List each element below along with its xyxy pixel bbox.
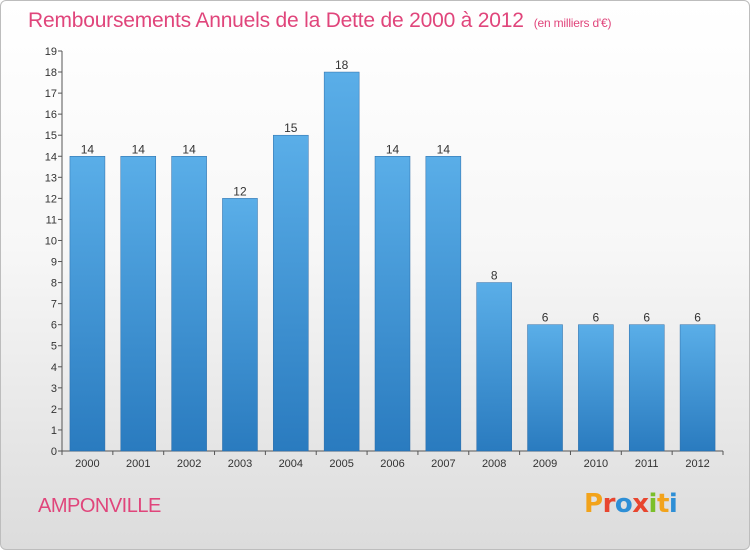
- data-label: 6: [593, 311, 600, 325]
- chart-subtitle: (en milliers d'€): [533, 16, 612, 30]
- bar: [578, 324, 614, 452]
- y-tick-label: 14: [45, 151, 57, 163]
- bar: [69, 156, 106, 452]
- logo-letter: i: [668, 489, 678, 519]
- bar: [273, 134, 309, 452]
- x-tick-label: 2000: [75, 458, 99, 470]
- x-tick-label: 2002: [177, 458, 201, 470]
- y-tick-label: 11: [46, 214, 57, 226]
- x-tick-label: 2010: [584, 458, 608, 470]
- x-tick-label: 2001: [126, 458, 150, 470]
- x-tick-label: 2009: [533, 458, 557, 470]
- x-tick-label: 2004: [279, 458, 303, 470]
- y-tick-label: 1: [51, 425, 57, 437]
- y-tick-label: 15: [45, 130, 57, 142]
- data-label: 14: [437, 142, 451, 156]
- bar: [628, 324, 665, 452]
- data-label: 14: [81, 142, 95, 156]
- logo-letter: t: [656, 489, 669, 519]
- y-tick-label: 6: [51, 320, 57, 332]
- y-tick-label: 2: [51, 404, 57, 416]
- bar: [425, 156, 462, 452]
- logo-letter: o: [614, 489, 633, 519]
- bar: [374, 156, 411, 452]
- data-label: 6: [694, 311, 701, 325]
- chart-bars: [69, 71, 716, 452]
- x-tick-label: 2012: [685, 458, 709, 470]
- data-label: 14: [386, 142, 400, 156]
- proxiti-logo[interactable]: Proxiti: [584, 489, 694, 529]
- data-label: 6: [643, 311, 650, 325]
- logo-letter: x: [632, 489, 649, 519]
- x-tick-label: 2003: [228, 458, 252, 470]
- data-label: 14: [132, 142, 146, 156]
- commune-name: AMPONVILLE: [38, 495, 161, 517]
- bar: [679, 324, 716, 452]
- y-tick-label: 13: [45, 172, 57, 184]
- x-tick-label: 2006: [380, 458, 404, 470]
- y-tick-label: 16: [45, 109, 57, 121]
- data-label: 12: [233, 184, 247, 198]
- bar: [527, 324, 563, 452]
- data-label: 15: [284, 121, 298, 135]
- chart-title-text: Remboursements Annuels de la Dette de 20…: [28, 9, 524, 32]
- bar: [323, 71, 360, 452]
- data-label: 6: [542, 311, 549, 325]
- bar: [120, 156, 157, 452]
- x-tick-label: 2008: [482, 458, 506, 470]
- chart-title: Remboursements Annuels de la Dette de 20…: [28, 9, 611, 33]
- logo-letter: r: [602, 489, 616, 519]
- bar: [171, 156, 207, 452]
- x-tick-label: 2007: [431, 458, 455, 470]
- y-tick-label: 17: [45, 88, 57, 100]
- y-tick-label: 0: [51, 446, 57, 458]
- bar: [222, 198, 258, 452]
- y-tick-label: 7: [51, 299, 57, 311]
- y-tick-label: 19: [45, 46, 57, 58]
- y-tick-label: 4: [51, 362, 57, 374]
- y-tick-label: 18: [45, 67, 57, 79]
- logo-letter: P: [584, 489, 603, 519]
- y-tick-label: 10: [45, 235, 57, 247]
- y-tick-label: 9: [51, 257, 57, 269]
- data-label: 18: [335, 58, 349, 72]
- y-tick-label: 3: [51, 383, 57, 395]
- x-tick-label: 2005: [329, 458, 353, 470]
- x-tick-label: 2011: [635, 458, 659, 470]
- y-tick-label: 5: [51, 341, 57, 353]
- y-tick-label: 8: [51, 278, 57, 290]
- logo-letter: i: [648, 489, 658, 519]
- data-label: 14: [182, 142, 196, 156]
- y-tick-label: 12: [45, 193, 57, 205]
- bar: [476, 282, 512, 452]
- data-label: 8: [491, 269, 498, 283]
- chart-labels: 2000 14 2001 14 2002 14 2003 12 2004 15 2005 18 2006…: [75, 58, 710, 470]
